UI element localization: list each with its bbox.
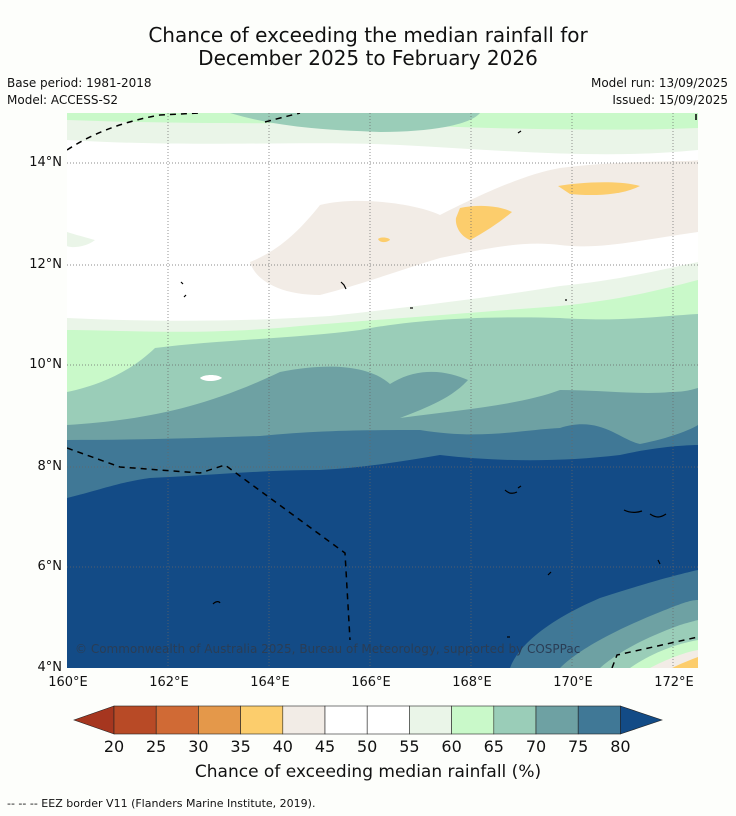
colorbar-tick-label: 55 bbox=[399, 737, 420, 756]
lat-label-12n: 12°N bbox=[29, 257, 62, 272]
model-name: Model: ACCESS-S2 bbox=[7, 93, 119, 107]
colorbar-tick-label: 70 bbox=[525, 737, 547, 756]
model-run: Model run: 13/09/2025 bbox=[590, 76, 728, 90]
lat-label-8n: 8°N bbox=[37, 459, 63, 474]
colorbar-tick-label: 40 bbox=[272, 737, 293, 756]
eez-legend-note: -- -- -- EEZ border V11 (Flanders Marine… bbox=[7, 797, 316, 810]
lat-label-14n: 14°N bbox=[29, 155, 62, 170]
contour-fill bbox=[67, 113, 698, 668]
colorbar-segment bbox=[577, 705, 621, 735]
lon-label-164e: 164°E bbox=[250, 675, 290, 690]
title-line-2: December 2025 to February 2026 bbox=[198, 46, 538, 70]
colorbar-segment bbox=[451, 705, 495, 735]
colorbar-tick-label: 80 bbox=[610, 737, 631, 756]
lat-label-10n: 10°N bbox=[29, 357, 62, 372]
colorbar-tick-label: 75 bbox=[568, 737, 589, 756]
colorbar-tick-label: 65 bbox=[483, 737, 504, 756]
title-line-1: Chance of exceeding the median rainfall … bbox=[148, 23, 588, 47]
colorbar-tick-label: 20 bbox=[103, 737, 125, 756]
colorbar-arrow-high bbox=[620, 705, 663, 735]
colorbar-tick-label: 60 bbox=[441, 737, 462, 756]
colorbar-segment bbox=[366, 705, 410, 735]
lon-label-160e: 160°E bbox=[48, 675, 88, 690]
lon-label-170e: 170°E bbox=[553, 675, 593, 690]
colorbar-tick-label: 25 bbox=[146, 737, 167, 756]
issued-date: Issued: 15/09/2025 bbox=[612, 93, 728, 107]
colorbar-segment bbox=[198, 705, 241, 735]
colorbar-tick-label: 45 bbox=[314, 737, 336, 756]
island-outlines bbox=[180, 130, 667, 638]
colorbar-arrow-low bbox=[73, 705, 115, 735]
colorbar-segment bbox=[155, 705, 199, 735]
colorbar-segment bbox=[493, 705, 537, 735]
colorbar-tick-label: 35 bbox=[230, 737, 251, 756]
lon-label-162e: 162°E bbox=[149, 675, 189, 690]
colorbar-tick-label: 30 bbox=[188, 737, 209, 756]
colorbar-segment bbox=[282, 705, 326, 735]
base-period: Base period: 1981-2018 bbox=[7, 76, 152, 90]
colorbar-segment bbox=[409, 705, 452, 735]
colorbar-segment bbox=[113, 705, 157, 735]
lon-label-166e: 166°E bbox=[351, 675, 391, 690]
colorbar-segment bbox=[324, 705, 368, 735]
colorbar-label: Chance of exceeding median rainfall (%) bbox=[194, 762, 542, 782]
copyright-watermark: © Commonwealth of Australia 2025, Bureau… bbox=[75, 642, 581, 656]
gridlines bbox=[67, 113, 698, 668]
lat-label-4n: 4°N bbox=[37, 660, 63, 675]
lon-label-168e: 168°E bbox=[452, 675, 492, 690]
colorbar-tick-label: 50 bbox=[357, 737, 378, 756]
colorbar-segment bbox=[240, 705, 284, 735]
colorbar-segment bbox=[535, 705, 579, 735]
eez-border bbox=[67, 113, 698, 668]
lat-label-6n: 6°N bbox=[37, 559, 63, 574]
lon-label-172e: 172°E bbox=[654, 675, 694, 690]
